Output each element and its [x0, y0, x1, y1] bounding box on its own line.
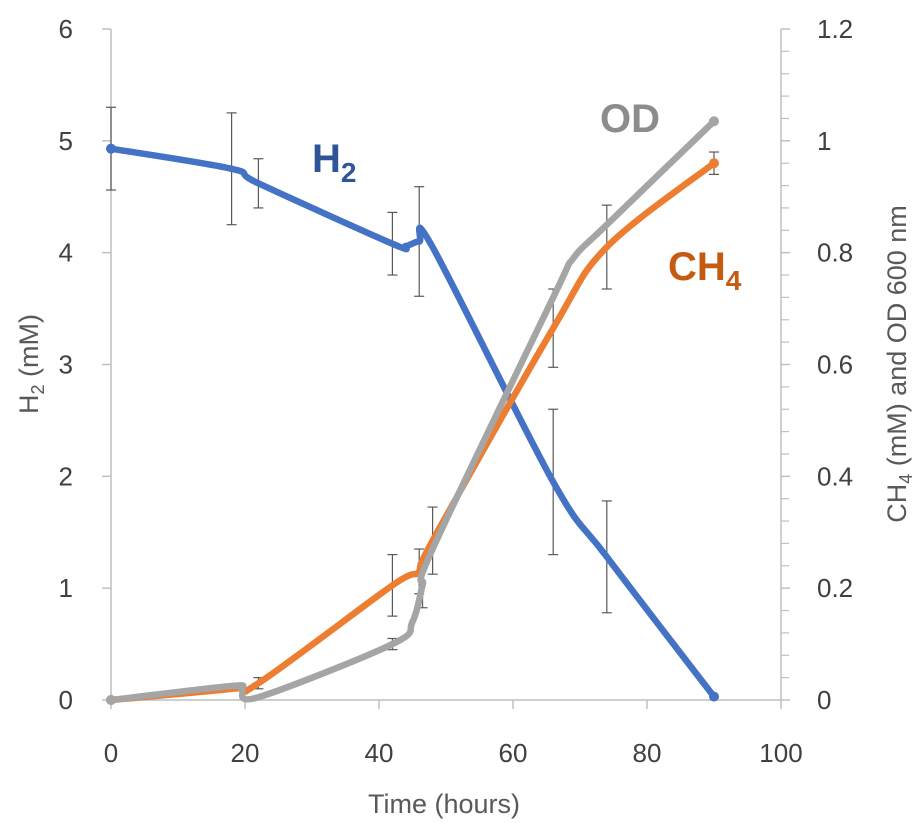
x-axis-title: Time (hours)	[368, 789, 520, 819]
series-label-ch4: CH4	[668, 245, 742, 296]
y-left-tick-label: 1	[59, 573, 73, 603]
data-point-od	[709, 116, 719, 127]
x-tick-label: 60	[499, 738, 528, 768]
data-point-h2	[709, 691, 719, 702]
data-point-h2	[106, 143, 116, 154]
y-left-tick-label: 2	[59, 461, 73, 491]
x-tick-label: 0	[104, 738, 118, 768]
x-tick-label: 40	[365, 738, 394, 768]
y-right-tick-label: 1.2	[817, 14, 853, 44]
y-left-tick-label: 6	[59, 14, 73, 44]
y-right-tick-label: 0.8	[817, 238, 853, 268]
y-right-tick-label: 1	[817, 126, 831, 156]
series-line-h2	[107, 145, 718, 700]
series-label-od: OD	[600, 97, 660, 141]
y-left-tick-label: 0	[59, 685, 73, 715]
x-tick-label: 80	[633, 738, 662, 768]
series-lines	[106, 116, 719, 705]
error-bars	[106, 106, 719, 690]
y-left-tick-label: 3	[59, 350, 73, 380]
y-right-tick-label: 0	[817, 685, 831, 715]
x-tick-label: 100	[759, 738, 802, 768]
y-right-tick-label: 0.2	[817, 573, 853, 603]
data-point-ch4	[709, 158, 719, 169]
y-left-tick-label: 5	[59, 126, 73, 156]
labels: H2 CH4 OD	[312, 97, 742, 296]
y-right-tick-label: 0.6	[817, 350, 853, 380]
x-tick-label: 20	[231, 738, 260, 768]
y-right-tick-label: 0.4	[817, 461, 853, 491]
series-line-od	[107, 118, 718, 704]
y-left-tick-label: 4	[59, 238, 73, 268]
y-axis-right-title: CH4 (mM) and OD 600 nm	[882, 205, 916, 523]
y-axis-left-title: H2 (mM)	[14, 314, 48, 414]
data-point-od	[106, 695, 116, 705]
series-label-h2: H2	[312, 137, 356, 188]
